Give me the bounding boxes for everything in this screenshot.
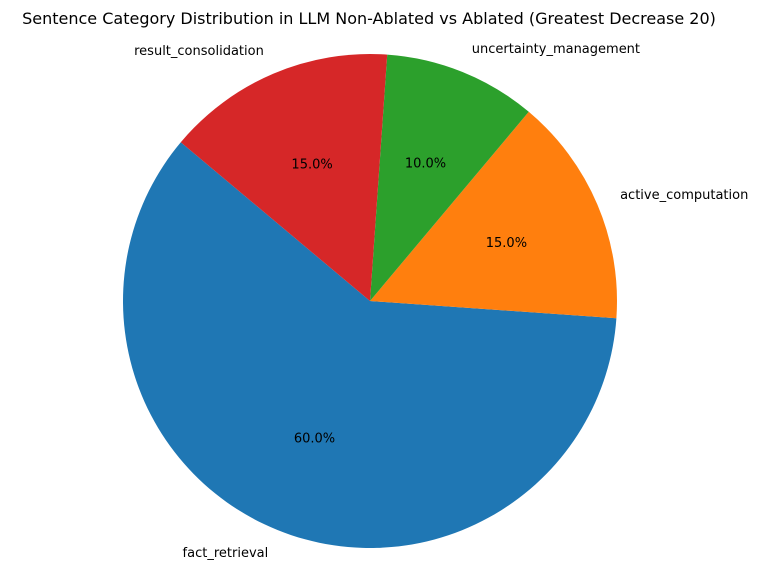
pct-label-result-consolidation: 15.0%	[291, 158, 332, 173]
pie-slice-active-computation	[370, 111, 617, 319]
pie-labels: fact_retrieval 60.0% active_computation 15.…	[134, 42, 748, 561]
slice-label-active-computation: active_computation	[620, 188, 748, 203]
pie-slices	[123, 54, 617, 548]
chart-title: Sentence Category Distribution in LLM No…	[22, 9, 716, 28]
pct-label-uncertainty-management: 10.0%	[405, 157, 446, 172]
pie-slice-result-consolidation	[180, 54, 388, 302]
slice-label-uncertainty-management: uncertainty_management	[472, 42, 640, 57]
slice-label-fact-retrieval: fact_retrieval	[183, 546, 269, 561]
slice-label-result-consolidation: result_consolidation	[134, 44, 264, 59]
pct-label-fact-retrieval: 60.0%	[294, 431, 335, 446]
pct-label-active-computation: 15.0%	[486, 236, 527, 251]
pie-slice-fact-retrieval	[123, 142, 617, 548]
pie-slice-uncertainty-management	[370, 54, 529, 301]
